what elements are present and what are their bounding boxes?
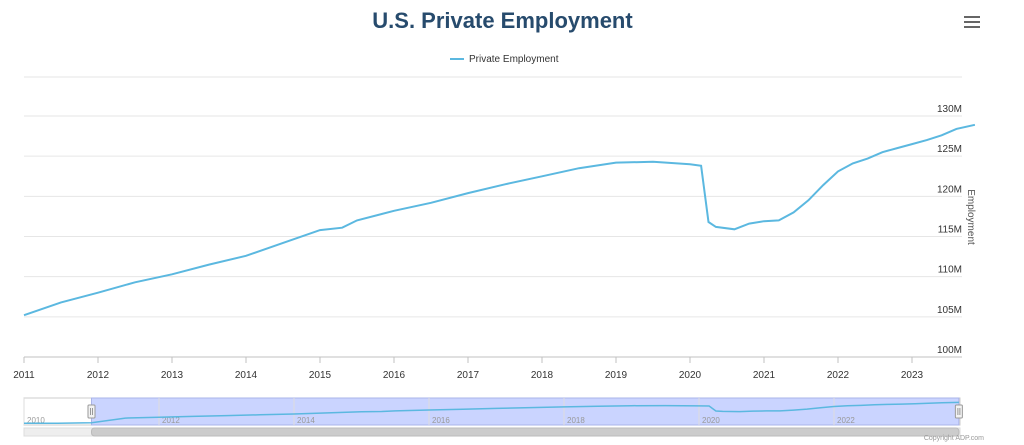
y-axis-label: Employment — [965, 189, 976, 245]
navigator: 2010 2012 2014 2016 2018 2020 2022 — [23, 397, 963, 437]
x-tick-label: 2016 — [383, 370, 406, 381]
x-tick-label: 2015 — [309, 370, 332, 381]
y-tick-label: 105M — [937, 305, 962, 316]
scrollbar-thumb[interactable] — [91, 427, 960, 437]
menu-bar — [964, 16, 980, 18]
navigator-tick-label: 2016 — [432, 416, 450, 425]
legend-label: Private Employment — [469, 53, 559, 65]
x-tick-label: 2020 — [679, 370, 702, 381]
y-tick-label: 130M — [937, 104, 962, 115]
x-tick-label: 2012 — [87, 370, 110, 381]
x-tick-label: 2022 — [827, 370, 850, 381]
y-tick-label: 120M — [937, 184, 962, 195]
menu-bar — [964, 21, 980, 23]
x-tick-label: 2018 — [531, 370, 554, 381]
grid-lines — [24, 76, 962, 358]
chart-title: U.S. Private Employment — [372, 8, 633, 33]
hamburger-icon[interactable] — [964, 14, 980, 30]
menu-bar — [964, 26, 980, 28]
x-tick-label: 2021 — [753, 370, 776, 381]
x-tick-label: 2014 — [235, 370, 258, 381]
navigator-series-line — [23, 401, 959, 425]
navigator-tick-label: 2012 — [162, 416, 180, 425]
y-tick-label: 110M — [938, 265, 962, 276]
y-tick-label: 100M — [937, 345, 962, 356]
x-tick-label: 2013 — [161, 370, 184, 381]
y-tick-label: 125M — [937, 144, 962, 155]
y-tick-label: 115M — [938, 225, 962, 236]
x-axis: 2011 2012 2013 2014 2015 2016 2017 2018 2019 2020… — [13, 356, 962, 381]
navigator-tick-label: 2014 — [297, 416, 315, 425]
navigator-handle[interactable] — [954, 404, 963, 419]
x-tick-label: 2019 — [605, 370, 628, 381]
navigator-handle[interactable] — [87, 404, 96, 419]
series-line-private-employment — [23, 123, 976, 317]
navigator-tick-label: 2020 — [702, 416, 720, 425]
navigator-tick-label: 2018 — [567, 416, 585, 425]
x-tick-label: 2011 — [13, 370, 35, 381]
navigator-tick-label: 2022 — [837, 416, 855, 425]
legend-item-private-employment[interactable]: Private Employment — [450, 52, 558, 66]
navigator-selection[interactable] — [91, 397, 960, 426]
legend-swatch — [450, 58, 464, 60]
y-axis: 100M 105M 110M 115M 120M 125M 130M — [937, 104, 962, 356]
credit-text[interactable]: Copyright ADP.com — [923, 435, 984, 442]
x-tick-label: 2017 — [457, 370, 480, 381]
x-tick-label: 2023 — [901, 370, 924, 381]
navigator-tick-label: 2010 — [27, 416, 45, 425]
